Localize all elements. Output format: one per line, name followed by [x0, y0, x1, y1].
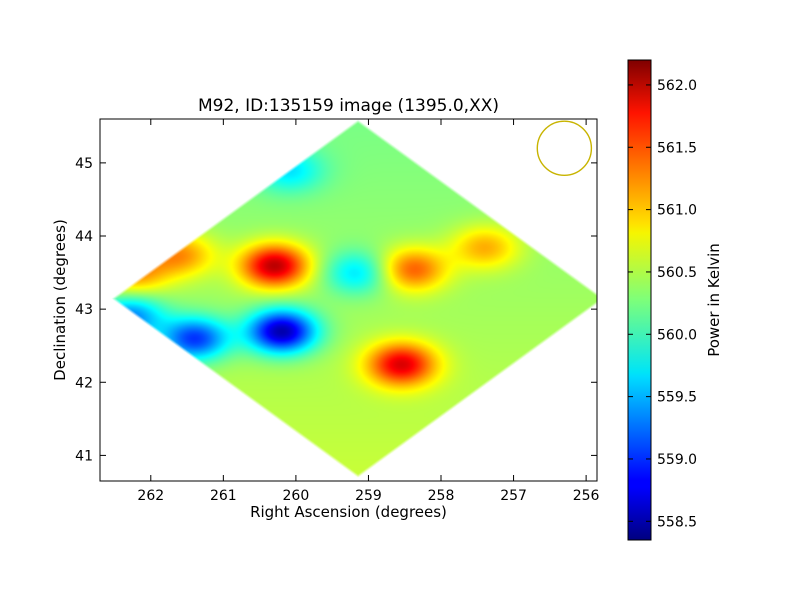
x-axis-label: Right Ascension (degrees) — [250, 503, 447, 521]
y-tick-label: 43 — [75, 302, 93, 318]
colorbar-tick-label: 560.0 — [657, 327, 697, 343]
x-tick-label: 256 — [573, 488, 600, 504]
plot-frame — [99, 118, 598, 482]
x-axis-ticks: 262 261 260 259 258 257 256 — [137, 119, 600, 504]
x-tick-label: 262 — [137, 488, 164, 504]
y-tick-label: 41 — [75, 448, 93, 464]
x-tick-label: 257 — [500, 488, 527, 504]
y-tick-label: 44 — [75, 229, 93, 245]
y-axis-ticks: 41 42 43 44 45 — [75, 156, 597, 464]
y-tick-label: 42 — [75, 375, 93, 391]
colorbar — [627, 59, 652, 541]
colorbar-tick-label: 562.0 — [657, 78, 697, 94]
colorbar-tick-label: 560.5 — [657, 265, 697, 281]
beam-circle — [536, 120, 593, 177]
y-tick-label: 45 — [75, 156, 93, 172]
x-tick-label: 259 — [355, 488, 382, 504]
x-tick-label: 261 — [210, 488, 237, 504]
colorbar-tick-label: 561.5 — [657, 140, 697, 156]
colorbar-label: Power in Kelvin — [705, 243, 723, 357]
colorbar-tick-label: 558.5 — [657, 514, 697, 530]
y-axis-label: Declination (degrees) — [51, 219, 69, 381]
colorbar-tick-label: 559.0 — [657, 452, 697, 468]
chart-title: M92, ID:135159 image (1395.0,XX) — [198, 96, 499, 116]
colorbar-tick-label: 559.5 — [657, 390, 697, 406]
x-tick-label: 260 — [283, 488, 310, 504]
heatmap-image — [100, 119, 597, 481]
colorbar-ticks: 558.5 559.0 559.5 560.0 560.5 561.0 561.5 562.0 — [628, 78, 697, 530]
x-tick-label: 258 — [428, 488, 455, 504]
colorbar-tick-label: 561.0 — [657, 203, 697, 219]
